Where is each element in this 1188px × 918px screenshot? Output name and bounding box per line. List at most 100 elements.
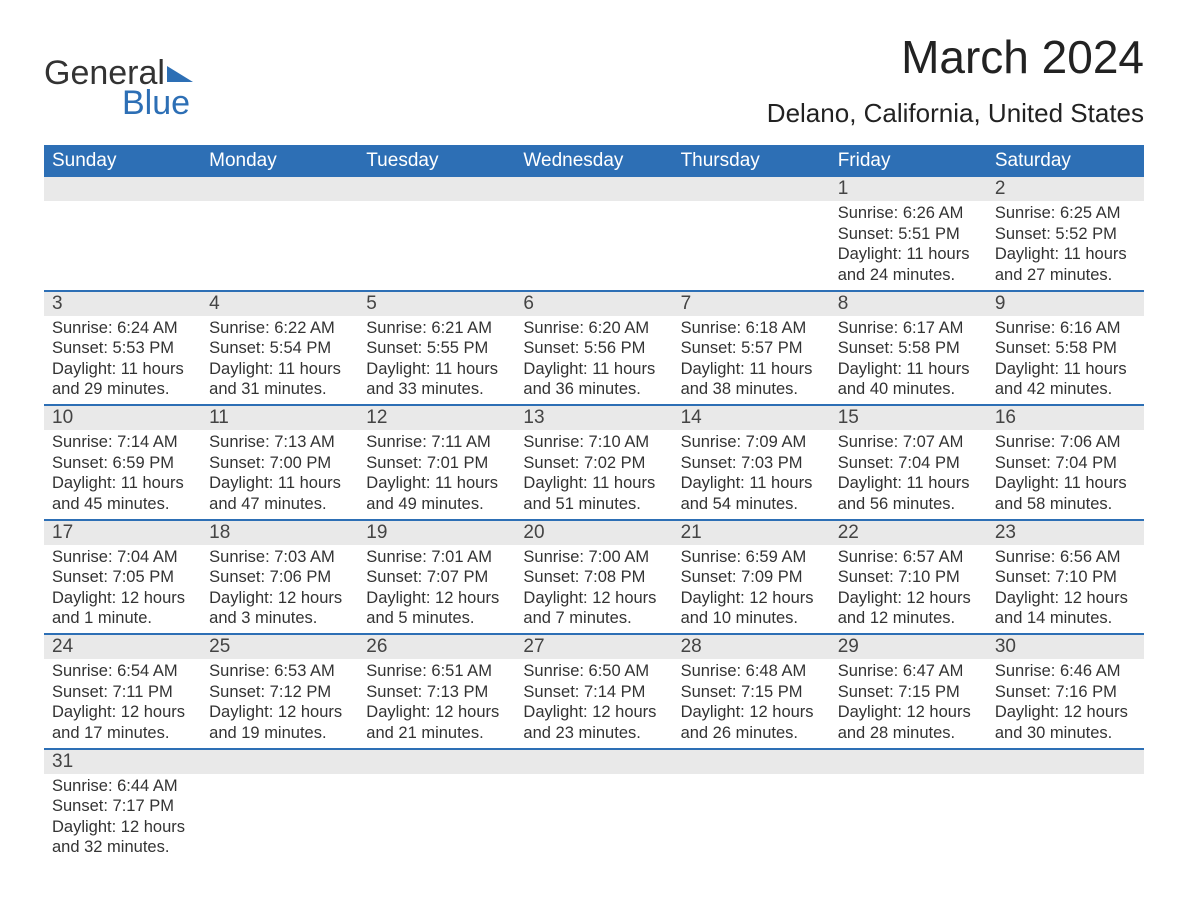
daylight-text-2: and 1 minute. <box>52 608 193 629</box>
brand-text-general: General <box>44 54 165 92</box>
col-header-saturday: Saturday <box>987 145 1144 177</box>
day-number: 28 <box>673 635 830 659</box>
sunset-text: Sunset: 7:03 PM <box>681 453 822 474</box>
sunset-text: Sunset: 7:04 PM <box>838 453 979 474</box>
day-number: 8 <box>830 292 987 316</box>
sunrise-text: Sunrise: 6:17 AM <box>838 318 979 339</box>
sunset-text: Sunset: 5:58 PM <box>838 338 979 359</box>
day-number: 7 <box>673 292 830 316</box>
daylight-text-1: Daylight: 12 hours <box>209 702 350 723</box>
daylight-text-2: and 47 minutes. <box>209 494 350 515</box>
day-number: 14 <box>673 406 830 430</box>
day-number <box>201 177 358 201</box>
sunset-text: Sunset: 7:06 PM <box>209 567 350 588</box>
sunset-text: Sunset: 7:12 PM <box>209 682 350 703</box>
sunset-text: Sunset: 5:52 PM <box>995 224 1136 245</box>
sunrise-text: Sunrise: 6:53 AM <box>209 661 350 682</box>
day-detail: Sunrise: 7:06 AMSunset: 7:04 PMDaylight:… <box>987 430 1144 519</box>
sunset-text: Sunset: 7:04 PM <box>995 453 1136 474</box>
day-detail <box>358 201 515 285</box>
day-number: 22 <box>830 521 987 545</box>
daylight-text-2: and 56 minutes. <box>838 494 979 515</box>
daylight-text-2: and 14 minutes. <box>995 608 1136 629</box>
daylight-text-1: Daylight: 11 hours <box>52 359 193 380</box>
day-number <box>673 750 830 774</box>
sunset-text: Sunset: 5:56 PM <box>523 338 664 359</box>
sunrise-text: Sunrise: 7:07 AM <box>838 432 979 453</box>
sunrise-text: Sunrise: 6:59 AM <box>681 547 822 568</box>
sunrise-text: Sunrise: 6:48 AM <box>681 661 822 682</box>
daylight-text-1: Daylight: 12 hours <box>52 588 193 609</box>
daylight-text-2: and 40 minutes. <box>838 379 979 400</box>
daylight-text-1: Daylight: 11 hours <box>209 359 350 380</box>
daylight-text-2: and 21 minutes. <box>366 723 507 744</box>
daylight-text-1: Daylight: 11 hours <box>995 244 1136 265</box>
day-detail <box>673 201 830 285</box>
sunrise-text: Sunrise: 7:03 AM <box>209 547 350 568</box>
sunrise-text: Sunrise: 6:44 AM <box>52 776 193 797</box>
daylight-text-1: Daylight: 11 hours <box>838 473 979 494</box>
sunset-text: Sunset: 7:16 PM <box>995 682 1136 703</box>
sunrise-text: Sunrise: 6:21 AM <box>366 318 507 339</box>
day-number: 3 <box>44 292 201 316</box>
day-detail: Sunrise: 6:47 AMSunset: 7:15 PMDaylight:… <box>830 659 987 748</box>
month-title: March 2024 <box>767 30 1144 84</box>
day-number: 6 <box>515 292 672 316</box>
sunset-text: Sunset: 5:51 PM <box>838 224 979 245</box>
day-detail <box>201 201 358 285</box>
daylight-text-1: Daylight: 11 hours <box>838 244 979 265</box>
sunrise-text: Sunrise: 6:57 AM <box>838 547 979 568</box>
daylight-text-1: Daylight: 11 hours <box>366 473 507 494</box>
sunset-text: Sunset: 7:07 PM <box>366 567 507 588</box>
day-detail: Sunrise: 6:48 AMSunset: 7:15 PMDaylight:… <box>673 659 830 748</box>
day-number: 23 <box>987 521 1144 545</box>
sunrise-text: Sunrise: 6:26 AM <box>838 203 979 224</box>
header: General Blue March 2024 Delano, Californ… <box>44 30 1144 139</box>
day-number: 18 <box>201 521 358 545</box>
col-header-wednesday: Wednesday <box>515 145 672 177</box>
daylight-text-1: Daylight: 12 hours <box>838 588 979 609</box>
daylight-text-2: and 31 minutes. <box>209 379 350 400</box>
day-number <box>358 177 515 201</box>
day-number <box>201 750 358 774</box>
day-detail: Sunrise: 7:07 AMSunset: 7:04 PMDaylight:… <box>830 430 987 519</box>
daylight-text-1: Daylight: 12 hours <box>52 817 193 838</box>
daylight-text-2: and 27 minutes. <box>995 265 1136 286</box>
sunset-text: Sunset: 5:55 PM <box>366 338 507 359</box>
day-detail: Sunrise: 6:18 AMSunset: 5:57 PMDaylight:… <box>673 316 830 405</box>
sunset-text: Sunset: 7:01 PM <box>366 453 507 474</box>
day-number: 19 <box>358 521 515 545</box>
day-number: 15 <box>830 406 987 430</box>
daylight-text-2: and 17 minutes. <box>52 723 193 744</box>
calendar-body: 12Sunrise: 6:26 AMSunset: 5:51 PMDayligh… <box>44 177 1144 862</box>
sunrise-text: Sunrise: 6:24 AM <box>52 318 193 339</box>
col-header-friday: Friday <box>830 145 987 177</box>
day-number: 16 <box>987 406 1144 430</box>
day-detail: Sunrise: 7:14 AMSunset: 6:59 PMDaylight:… <box>44 430 201 519</box>
day-detail <box>201 774 358 780</box>
sunset-text: Sunset: 7:05 PM <box>52 567 193 588</box>
sunrise-text: Sunrise: 6:25 AM <box>995 203 1136 224</box>
day-number: 5 <box>358 292 515 316</box>
sunset-text: Sunset: 5:58 PM <box>995 338 1136 359</box>
col-header-tuesday: Tuesday <box>358 145 515 177</box>
day-detail: Sunrise: 7:10 AMSunset: 7:02 PMDaylight:… <box>515 430 672 519</box>
sunset-text: Sunset: 7:10 PM <box>995 567 1136 588</box>
daylight-text-2: and 49 minutes. <box>366 494 507 515</box>
sunset-text: Sunset: 7:15 PM <box>838 682 979 703</box>
day-number: 26 <box>358 635 515 659</box>
daylight-text-1: Daylight: 12 hours <box>366 588 507 609</box>
day-number: 1 <box>830 177 987 201</box>
daylight-text-2: and 54 minutes. <box>681 494 822 515</box>
day-detail: Sunrise: 7:03 AMSunset: 7:06 PMDaylight:… <box>201 545 358 634</box>
daylight-text-1: Daylight: 11 hours <box>681 359 822 380</box>
day-detail: Sunrise: 6:46 AMSunset: 7:16 PMDaylight:… <box>987 659 1144 748</box>
daylight-text-1: Daylight: 12 hours <box>523 702 664 723</box>
daylight-text-1: Daylight: 11 hours <box>209 473 350 494</box>
sunrise-text: Sunrise: 6:56 AM <box>995 547 1136 568</box>
sunset-text: Sunset: 7:00 PM <box>209 453 350 474</box>
sunset-text: Sunset: 7:10 PM <box>838 567 979 588</box>
daylight-text-2: and 45 minutes. <box>52 494 193 515</box>
sunrise-text: Sunrise: 7:00 AM <box>523 547 664 568</box>
daylight-text-1: Daylight: 11 hours <box>838 359 979 380</box>
